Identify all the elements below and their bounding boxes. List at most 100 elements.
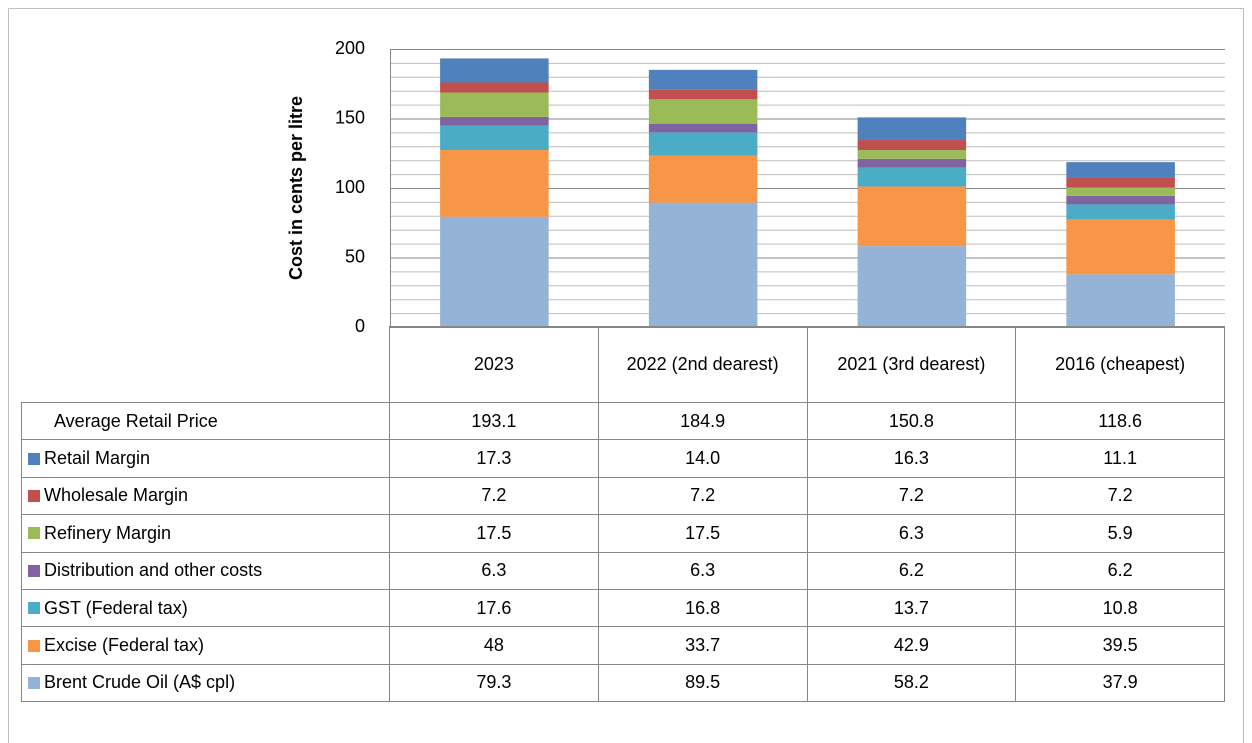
table-value: 37.9	[1015, 663, 1225, 703]
cell-text: 7.2	[690, 485, 716, 506]
table-value: 58.2	[806, 663, 1017, 703]
row-label: Brent Crude Oil (A$ cpl)	[21, 663, 390, 703]
cell-text: 89.5	[685, 672, 721, 693]
legend-label: Brent Crude Oil (A$ cpl)	[44, 672, 236, 693]
cell-text: 184.9	[680, 410, 726, 431]
legend-key	[28, 639, 40, 652]
cell-text: 6.3	[898, 522, 924, 543]
bar-segment	[857, 186, 967, 247]
cell-text: 17.6	[476, 597, 512, 618]
cell-text: 6.2	[898, 560, 924, 581]
legend-label: Distribution and other costs	[44, 560, 263, 581]
y-tick-label: 150	[335, 107, 365, 127]
bar-segment	[440, 58, 549, 83]
table-value: 193.1	[389, 402, 599, 441]
bar-segment	[1066, 204, 1175, 220]
table-value: 11.1	[1015, 439, 1225, 478]
bar-segment	[648, 132, 758, 156]
table-value: 16.8	[597, 589, 808, 628]
cell-text: 17.5	[685, 522, 721, 543]
cell-text: 39.5	[1102, 635, 1138, 656]
y-axis-title: Cost in cents per litre	[286, 96, 306, 280]
cell-text: 14.0	[685, 448, 721, 469]
y-tick-label: 50	[345, 246, 365, 266]
legend-label: Refinery Margin	[44, 522, 172, 543]
cell-text: 10.8	[1102, 597, 1138, 618]
legend-key	[28, 452, 40, 465]
cell-text: 7.2	[1107, 485, 1133, 506]
category-cell: 2021 (3rd dearest)	[806, 326, 1017, 403]
table-value: 39.5	[1015, 626, 1225, 665]
table-value: 6.3	[389, 551, 599, 590]
table-value: 42.9	[806, 626, 1017, 665]
legend-key	[28, 489, 40, 502]
table-value: 17.5	[597, 514, 808, 553]
bar-segment	[440, 125, 549, 151]
legend-label: Wholesale Margin	[44, 485, 189, 506]
bar-segment	[440, 150, 549, 217]
table-value: 48	[389, 626, 599, 665]
legend-key	[28, 564, 40, 577]
row-label: GST (Federal tax)	[21, 589, 390, 628]
table-value: 7.2	[806, 476, 1017, 516]
x-tick-label: 2021 (3rd dearest)	[837, 354, 986, 374]
table-value: 6.2	[806, 551, 1017, 590]
bar-segment	[440, 116, 549, 126]
bar-segment	[1066, 187, 1175, 196]
table-value: 17.3	[389, 439, 599, 478]
cell-text: 42.9	[893, 635, 929, 656]
bar-segment	[648, 123, 758, 133]
x-tick-label: 2023	[473, 354, 514, 374]
cell-text: 118.6	[1098, 410, 1142, 431]
table-value: 89.5	[597, 663, 808, 703]
table-value: 17.6	[389, 589, 599, 628]
cell-text: 17.5	[476, 522, 512, 543]
cell-text: 13.7	[893, 597, 929, 618]
table-value: 79.3	[389, 663, 599, 703]
cell-text: 5.9	[1107, 522, 1133, 543]
cell-text: 17.3	[476, 448, 512, 469]
table-value: 16.3	[806, 439, 1017, 478]
row-label: Refinery Margin	[21, 514, 390, 553]
y-tick-label: 0	[355, 316, 365, 336]
table-value: 33.7	[597, 626, 808, 665]
cell-text: 6.3	[481, 560, 507, 581]
bar-segment	[857, 150, 967, 159]
row-label: Average Retail Price	[21, 402, 390, 441]
bar-segment	[1066, 195, 1175, 205]
table-value: 10.8	[1015, 589, 1225, 628]
x-tick-label: 2022 (2nd dearest)	[626, 354, 779, 374]
bar-segment	[648, 89, 758, 100]
table-value: 7.2	[389, 476, 599, 516]
category-cell: 2023	[389, 326, 599, 403]
bar-segment	[440, 92, 549, 117]
cell-text: 48	[483, 635, 504, 656]
cell-text: 193.1	[471, 410, 517, 431]
cell-text: 7.2	[898, 485, 924, 506]
bar-segment	[1066, 162, 1175, 178]
cell-text: 33.7	[685, 635, 721, 656]
y-tick-label: 200	[335, 38, 365, 58]
bar-segment	[1066, 177, 1175, 188]
table-value: 5.9	[1015, 514, 1225, 553]
table-value: 6.3	[806, 514, 1017, 553]
cell-text: 16.3	[893, 448, 929, 469]
cell-text: 79.3	[476, 672, 512, 693]
legend-key	[28, 527, 40, 540]
x-tick-label: 2016 (cheapest)	[1055, 354, 1186, 374]
cell-text: 7.2	[481, 485, 507, 506]
category-cell: 2022 (2nd dearest)	[597, 326, 808, 403]
table-value: 184.9	[597, 402, 808, 441]
cell-text: 11.1	[1103, 448, 1137, 469]
cell-text: 6.2	[1107, 560, 1133, 581]
category-cell: 2016 (cheapest)	[1015, 326, 1225, 403]
row-label: Excise (Federal tax)	[21, 626, 390, 665]
legend-label: Average Retail Price	[54, 410, 218, 431]
bar-segment	[648, 155, 758, 203]
table-value: 150.8	[806, 402, 1017, 441]
table-value: 7.2	[597, 476, 808, 516]
bar-segment	[440, 82, 549, 93]
legend-label: GST (Federal tax)	[44, 597, 188, 618]
